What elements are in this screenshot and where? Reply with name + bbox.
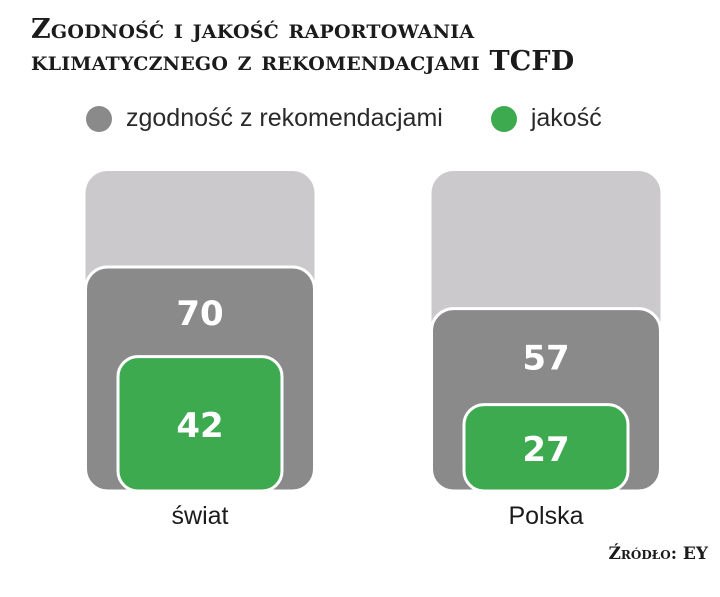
legend-swatch-compliance <box>86 105 112 132</box>
chart-title: Zgodność i jakość raportowania klimatycz… <box>31 14 574 78</box>
category-label-world: świat <box>172 502 229 530</box>
source-note: Źródło: EY <box>608 544 708 564</box>
legend: zgodność z rekomendacjami jakość <box>86 104 650 133</box>
chart-title-line-1: Zgodność i jakość raportowania <box>31 14 475 45</box>
legend-item-compliance: zgodność z rekomendacjami <box>86 104 443 133</box>
value-label-quality-world: 42 <box>176 406 223 446</box>
legend-label-compliance: zgodność z rekomendacjami <box>126 104 443 132</box>
value-label-quality-poland: 27 <box>522 430 569 470</box>
bar-quality-poland <box>462 403 630 493</box>
category-label-poland: Polska <box>508 502 583 530</box>
value-label-compliance-world: 70 <box>176 294 223 334</box>
legend-label-quality: jakość <box>530 104 602 132</box>
legend-swatch-quality <box>490 105 517 132</box>
bar-quality-world <box>116 355 284 493</box>
chart-title-line-2: klimatycznego z rekomendacjami TCFD <box>31 46 575 77</box>
legend-item-quality: jakość <box>490 104 602 133</box>
value-label-compliance-poland: 57 <box>522 339 569 379</box>
